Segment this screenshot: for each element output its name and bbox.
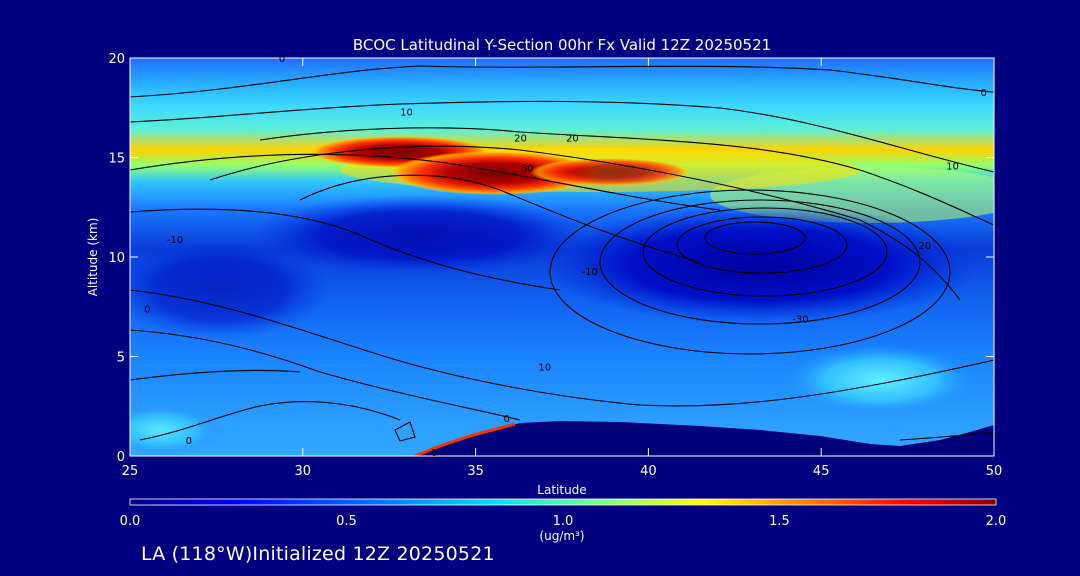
x-tick-label: 30: [295, 464, 312, 479]
x-tick-label: 25: [122, 464, 139, 479]
x-tick-label: 35: [467, 464, 484, 479]
contour-label: 10: [538, 362, 551, 373]
contour-label: -30: [792, 315, 808, 326]
contour-label: -10: [167, 235, 183, 246]
contour-label: 0: [186, 436, 192, 447]
colorbar-ticks: 0.0 0.5 1.0 1.5 2.0: [120, 514, 1007, 529]
contour-label: 0: [504, 414, 510, 425]
contour-label: 0: [980, 88, 986, 99]
contour-label: 30: [521, 163, 534, 174]
x-tick-label: 50: [986, 464, 1003, 479]
contour-label: 10: [400, 108, 413, 119]
colorbar-tick-label: 1.5: [769, 514, 790, 529]
contour-label: 0: [279, 54, 285, 65]
x-tick-label: 40: [640, 464, 657, 479]
contour-labels: 0 0 10 10 20 30 20 20 -10 0 -10 -30 10 0 0 0: [144, 54, 987, 459]
colorbar-strip: [129, 498, 997, 506]
contour-label: 20: [566, 134, 579, 145]
y-tick-label: 10: [108, 251, 125, 266]
colorbar-tick-label: 1.0: [553, 514, 574, 529]
contour-label: 20: [514, 134, 527, 145]
terrain-mask: [415, 421, 994, 456]
footer-caption: LA (118°W)Initialized 12Z 20250521: [141, 543, 495, 565]
x-axis-label: Latitude: [537, 483, 586, 497]
heatmap-field: [130, 58, 994, 456]
x-tick-label: 45: [813, 464, 830, 479]
colorbar-tick-label: 0.5: [336, 514, 357, 529]
chart-title: BCOC Latitudinal Y-Section 00hr Fx Valid…: [353, 36, 771, 54]
y-axis-label: Altitude (km): [86, 218, 100, 297]
contour-label: -10: [581, 267, 597, 278]
y-tick-label: 5: [117, 351, 125, 366]
x-axis-ticks: 25 30 35 40 45 50: [122, 58, 1003, 479]
contour-lines: [130, 65, 994, 442]
terrain-edge: [414, 422, 516, 456]
y-tick-label: 0: [117, 450, 125, 465]
contour-label: 0: [431, 448, 437, 459]
contour-label: 20: [919, 241, 932, 252]
y-axis-ticks: 0 5 10 15 20: [108, 52, 994, 465]
colorbar: 0.0 0.5 1.0 1.5 2.0 (ug/m³): [120, 498, 1007, 543]
y-tick-label: 20: [108, 52, 125, 67]
colorbar-label: (ug/m³): [539, 529, 584, 543]
contour-label: 10: [946, 161, 959, 172]
colorbar-tick-label: 2.0: [986, 514, 1007, 529]
y-tick-label: 15: [108, 152, 125, 167]
colorbar-tick-label: 0.0: [120, 514, 141, 529]
contour-label: 0: [144, 305, 150, 316]
